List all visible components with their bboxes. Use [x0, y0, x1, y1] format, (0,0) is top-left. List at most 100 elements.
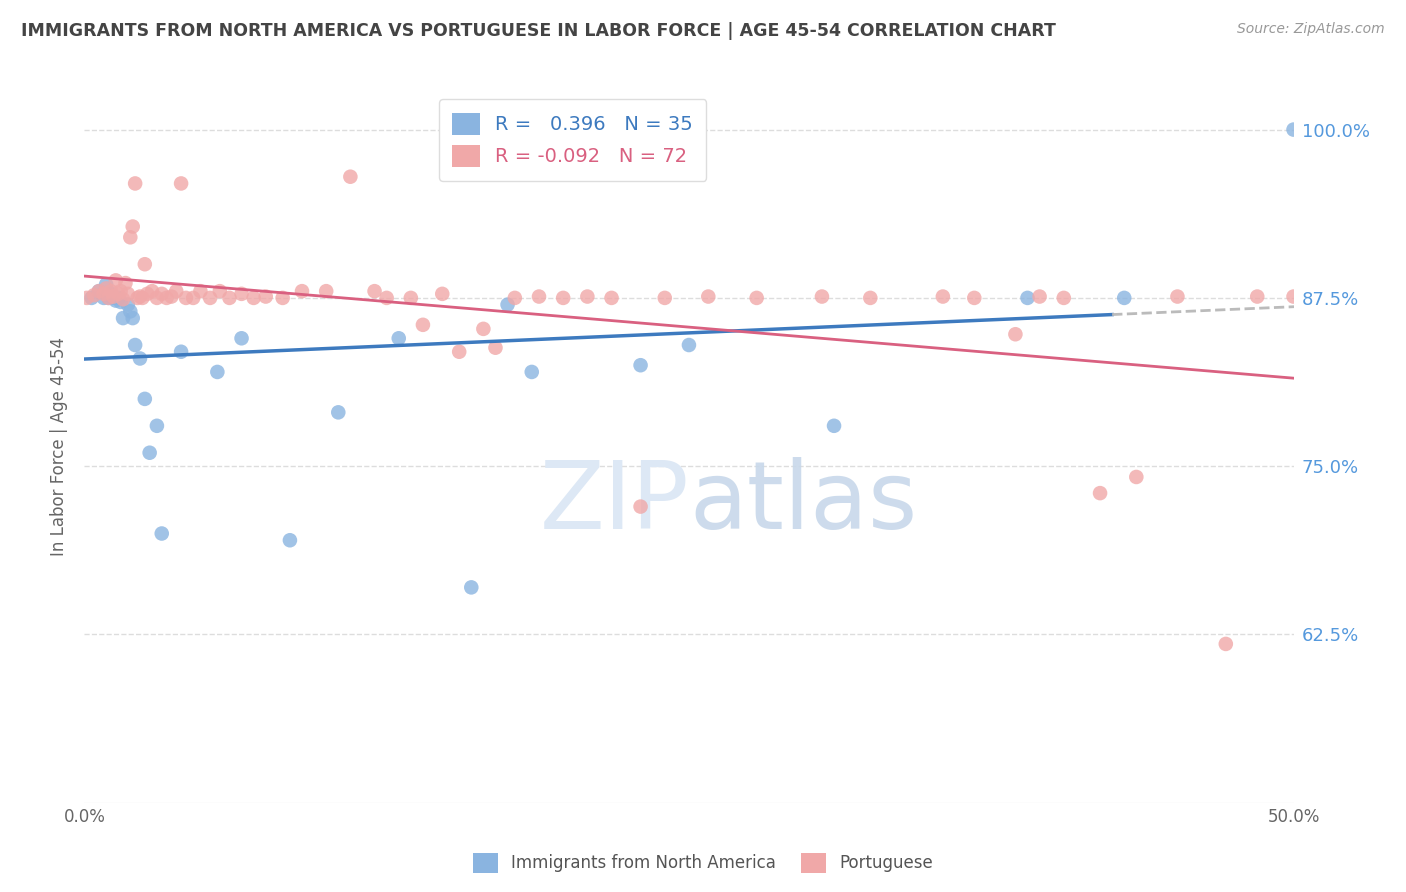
Point — [1125, 470, 1147, 484]
Point — [136, 286, 159, 301]
Point — [117, 298, 139, 312]
Point — [103, 289, 125, 303]
Point — [963, 291, 986, 305]
Point — [141, 284, 163, 298]
Point — [94, 281, 117, 295]
Point — [165, 284, 187, 298]
Point — [291, 284, 314, 298]
Point — [174, 291, 197, 305]
Point — [104, 293, 127, 308]
Legend: Immigrants from North America, Portuguese: Immigrants from North America, Portugues… — [467, 847, 939, 880]
Point — [600, 291, 623, 305]
Point — [103, 291, 125, 305]
Point — [1246, 289, 1268, 303]
Point — [231, 286, 253, 301]
Point — [110, 284, 132, 298]
Point — [745, 291, 768, 305]
Point — [432, 286, 454, 301]
Text: ZIP: ZIP — [540, 457, 689, 549]
Point — [129, 351, 152, 366]
Point — [520, 365, 543, 379]
Point — [146, 291, 169, 305]
Point — [460, 580, 482, 594]
Point — [83, 288, 105, 302]
Point — [449, 344, 471, 359]
Point — [160, 289, 183, 303]
Point — [271, 291, 294, 305]
Point — [121, 219, 143, 234]
Point — [110, 294, 132, 309]
Point — [630, 358, 652, 372]
Point — [112, 292, 135, 306]
Point — [315, 284, 337, 298]
Point — [218, 291, 240, 305]
Point — [553, 291, 575, 305]
Point — [94, 277, 117, 292]
Point — [1282, 289, 1305, 303]
Point — [107, 286, 129, 301]
Point — [114, 276, 136, 290]
Point — [527, 289, 550, 303]
Point — [576, 289, 599, 303]
Point — [388, 331, 411, 345]
Point — [823, 418, 845, 433]
Point — [134, 257, 156, 271]
Point — [120, 230, 142, 244]
Point — [87, 284, 110, 298]
Point — [678, 338, 700, 352]
Point — [131, 291, 153, 305]
Point — [1088, 486, 1111, 500]
Point — [150, 286, 173, 301]
Point — [146, 418, 169, 433]
Point — [339, 169, 361, 184]
Point — [170, 177, 193, 191]
Point — [811, 289, 834, 303]
Point — [1215, 637, 1237, 651]
Point — [1282, 122, 1305, 136]
Point — [134, 392, 156, 406]
Point — [363, 284, 385, 298]
Point — [100, 284, 122, 298]
Y-axis label: In Labor Force | Age 45-54: In Labor Force | Age 45-54 — [51, 336, 69, 556]
Point — [654, 291, 676, 305]
Point — [117, 286, 139, 301]
Point — [1004, 327, 1026, 342]
Point — [484, 341, 506, 355]
Point — [124, 338, 146, 352]
Point — [1166, 289, 1188, 303]
Point — [328, 405, 350, 419]
Point — [150, 526, 173, 541]
Point — [207, 365, 229, 379]
Point — [112, 311, 135, 326]
Point — [278, 533, 301, 548]
Point — [93, 291, 115, 305]
Point — [375, 291, 398, 305]
Point — [932, 289, 955, 303]
Point — [100, 286, 122, 301]
Point — [93, 286, 115, 301]
Point — [399, 291, 422, 305]
Point — [208, 284, 231, 298]
Point — [80, 291, 103, 305]
Point — [120, 304, 142, 318]
Text: Source: ZipAtlas.com: Source: ZipAtlas.com — [1237, 22, 1385, 37]
Point — [107, 291, 129, 305]
Point — [630, 500, 652, 514]
Point — [97, 291, 120, 305]
Point — [1114, 291, 1136, 305]
Point — [124, 177, 146, 191]
Point — [412, 318, 434, 332]
Point — [1053, 291, 1076, 305]
Legend: R =   0.396   N = 35, R = -0.092   N = 72: R = 0.396 N = 35, R = -0.092 N = 72 — [439, 99, 706, 181]
Point — [87, 284, 110, 298]
Point — [104, 273, 127, 287]
Point — [242, 291, 264, 305]
Point — [859, 291, 882, 305]
Point — [155, 291, 177, 305]
Point — [121, 311, 143, 326]
Point — [231, 331, 253, 345]
Point — [1017, 291, 1039, 305]
Point — [138, 446, 160, 460]
Point — [697, 289, 720, 303]
Point — [129, 289, 152, 303]
